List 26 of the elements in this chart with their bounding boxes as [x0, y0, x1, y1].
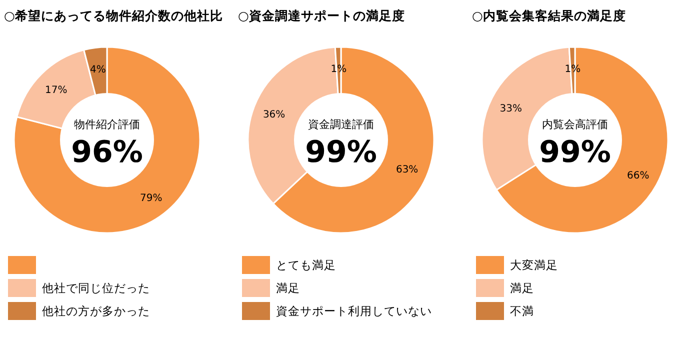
- legend-label: 満足: [510, 281, 534, 295]
- data-label: 1%: [564, 64, 581, 76]
- data-label: 1%: [330, 64, 347, 76]
- text: 内覧会高評価: [542, 118, 608, 131]
- text: 物件紹介評価: [74, 118, 140, 131]
- text: 96%: [71, 135, 143, 170]
- data-label: 63%: [396, 164, 418, 176]
- text: 資金調達評価: [308, 118, 374, 131]
- legend-label: 満足: [276, 281, 300, 295]
- chart-title: ○資金調達サポートの満足度: [238, 8, 405, 23]
- data-label: 36%: [262, 109, 286, 120]
- data-label: 33%: [500, 103, 522, 114]
- legend-label: とても満足: [276, 258, 336, 272]
- chart-title: ○内覧会集客結果の満足度: [472, 8, 626, 23]
- legend-label: 大変満足: [510, 258, 558, 272]
- data-label: 79%: [140, 192, 162, 204]
- chart-title: ○希望にあってる物件紹介数の他社比: [4, 8, 223, 23]
- data-label: 4%: [90, 64, 106, 76]
- legend-label: 他社で同じ位だった: [42, 281, 150, 295]
- text: 99%: [305, 135, 377, 170]
- legend-label: 他社の方が多かった: [42, 304, 150, 318]
- legend-label: 不満: [510, 304, 534, 318]
- text: 99%: [539, 135, 611, 170]
- data-label: 66%: [626, 170, 650, 182]
- legend-label: 資金サポート利用していない: [276, 304, 432, 318]
- data-label: 17%: [44, 85, 68, 96]
